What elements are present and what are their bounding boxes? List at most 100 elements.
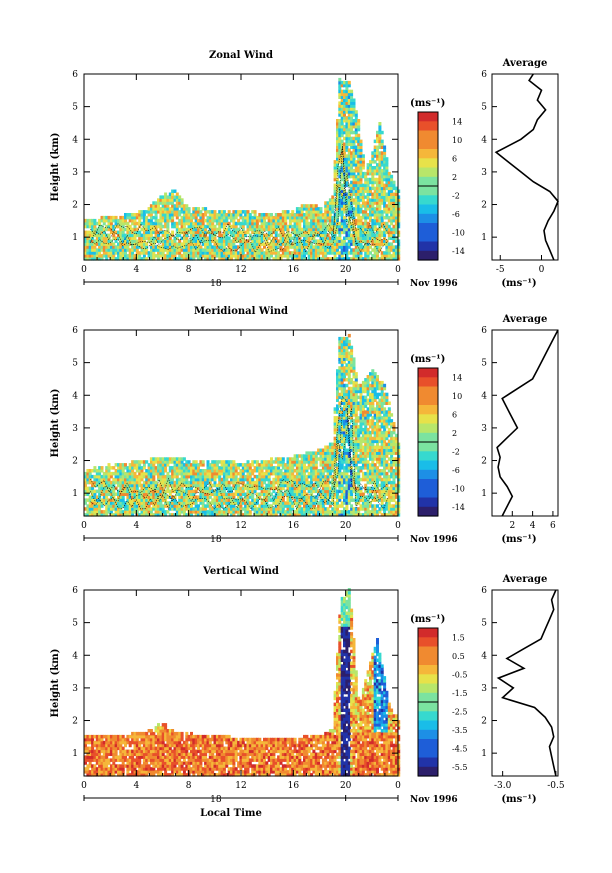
heatmap-cell xyxy=(239,215,243,220)
heatmap-cell xyxy=(117,242,120,246)
heatmap-cell xyxy=(295,454,299,458)
heatmap-cell xyxy=(293,245,297,249)
heatmap-cell xyxy=(300,463,304,467)
heatmap-cell xyxy=(171,486,175,491)
heatmap-cell xyxy=(230,242,233,246)
heatmap-cell xyxy=(182,474,186,479)
heatmap-cell xyxy=(152,254,156,258)
heatmap-cell xyxy=(328,210,332,214)
heatmap-cell xyxy=(373,221,377,226)
heatmap-cell xyxy=(199,251,203,255)
heatmap-cell xyxy=(142,233,146,238)
heatmap-cell xyxy=(288,466,292,470)
heatmap-cell xyxy=(258,218,262,223)
heatmap-cell xyxy=(324,451,328,455)
heatmap-cell xyxy=(204,227,208,232)
heatmap-cell xyxy=(133,480,137,485)
heatmap-cell xyxy=(164,469,168,473)
heatmap-cell xyxy=(147,254,151,258)
heatmap-cell xyxy=(164,501,168,505)
heatmap-cell xyxy=(135,480,139,485)
heatmap-cell xyxy=(171,471,175,476)
heatmap-cell xyxy=(152,483,156,488)
heatmap-cell xyxy=(378,224,382,229)
heatmap-cell xyxy=(328,486,332,491)
heatmap-cell xyxy=(326,466,330,470)
heatmap-cell xyxy=(197,471,200,476)
heatmap-cell xyxy=(260,460,264,464)
heatmap-cell xyxy=(128,492,132,496)
heatmap-cell xyxy=(255,480,259,485)
heatmap-cell xyxy=(222,510,226,514)
heatmap-cell xyxy=(149,221,153,226)
heatmap-cell xyxy=(343,171,346,176)
heatmap-cell xyxy=(293,457,297,461)
heatmap-cell xyxy=(376,245,379,249)
heatmap-cell xyxy=(222,460,226,464)
heatmap-cell xyxy=(234,224,238,229)
heatmap-cell xyxy=(305,498,309,502)
heatmap-cell xyxy=(293,248,297,252)
y-tick-label: 3 xyxy=(72,168,78,178)
heatmap-cell xyxy=(270,221,273,226)
heatmap-cell xyxy=(336,119,339,123)
heatmap-cell xyxy=(260,483,264,488)
heatmap-cell xyxy=(312,477,316,482)
heatmap-cell xyxy=(373,236,377,240)
heatmap-cell xyxy=(354,195,358,199)
heatmap-cell xyxy=(307,460,311,464)
heatmap-cell xyxy=(394,198,398,202)
heatmap-cell xyxy=(333,504,337,508)
heatmap-cell xyxy=(201,230,205,235)
heatmap-cell xyxy=(237,230,241,235)
heatmap-cell xyxy=(340,186,344,191)
heatmap-cell xyxy=(161,218,165,223)
heatmap-cell xyxy=(119,513,123,517)
heatmap-cell xyxy=(204,213,208,217)
heatmap-cell xyxy=(345,507,349,511)
heatmap-cell xyxy=(84,242,87,246)
heatmap-cell xyxy=(91,486,95,491)
heatmap-cell xyxy=(345,357,349,361)
heatmap-cell xyxy=(336,224,339,229)
heatmap-cell xyxy=(376,183,379,188)
heatmap-cell xyxy=(333,254,337,258)
heatmap-cell xyxy=(345,110,349,114)
heatmap-cell xyxy=(260,469,264,473)
heatmap-cell xyxy=(234,227,238,232)
heatmap-cell xyxy=(371,171,375,176)
heatmap-cell xyxy=(225,213,229,217)
heatmap-cell xyxy=(324,477,328,482)
heatmap-cell xyxy=(338,122,342,126)
heatmap-cell xyxy=(284,251,288,255)
heatmap-cell xyxy=(171,466,175,470)
heatmap-cell xyxy=(369,215,372,220)
heatmap-cell xyxy=(227,474,231,479)
heatmap-cell xyxy=(248,495,252,499)
heatmap-cell xyxy=(314,483,318,488)
heatmap-cell xyxy=(258,251,262,255)
heatmap-cell xyxy=(197,230,200,235)
heatmap-cell xyxy=(394,257,398,261)
heatmap-cell xyxy=(352,145,356,149)
heatmap-cell xyxy=(298,215,302,220)
heatmap-cell xyxy=(364,195,368,199)
heatmap-cell xyxy=(263,471,266,476)
heatmap-cell xyxy=(300,248,304,252)
heatmap-cell xyxy=(171,221,175,226)
heatmap-cell xyxy=(324,248,328,252)
heatmap-cell xyxy=(140,507,144,511)
heatmap-cell xyxy=(361,227,365,232)
heatmap-cell xyxy=(277,213,281,217)
heatmap-cell xyxy=(345,218,349,223)
heatmap-cell xyxy=(211,230,215,235)
heatmap-cell xyxy=(197,248,200,252)
heatmap-cell xyxy=(343,448,346,452)
heatmap-cell xyxy=(345,383,349,388)
heatmap-cell xyxy=(319,207,323,211)
colorbar-band xyxy=(418,232,438,243)
heatmap-cell xyxy=(215,507,219,511)
heatmap-cell xyxy=(105,504,109,508)
heatmap-cell xyxy=(199,469,203,473)
heatmap-cell xyxy=(220,210,224,214)
